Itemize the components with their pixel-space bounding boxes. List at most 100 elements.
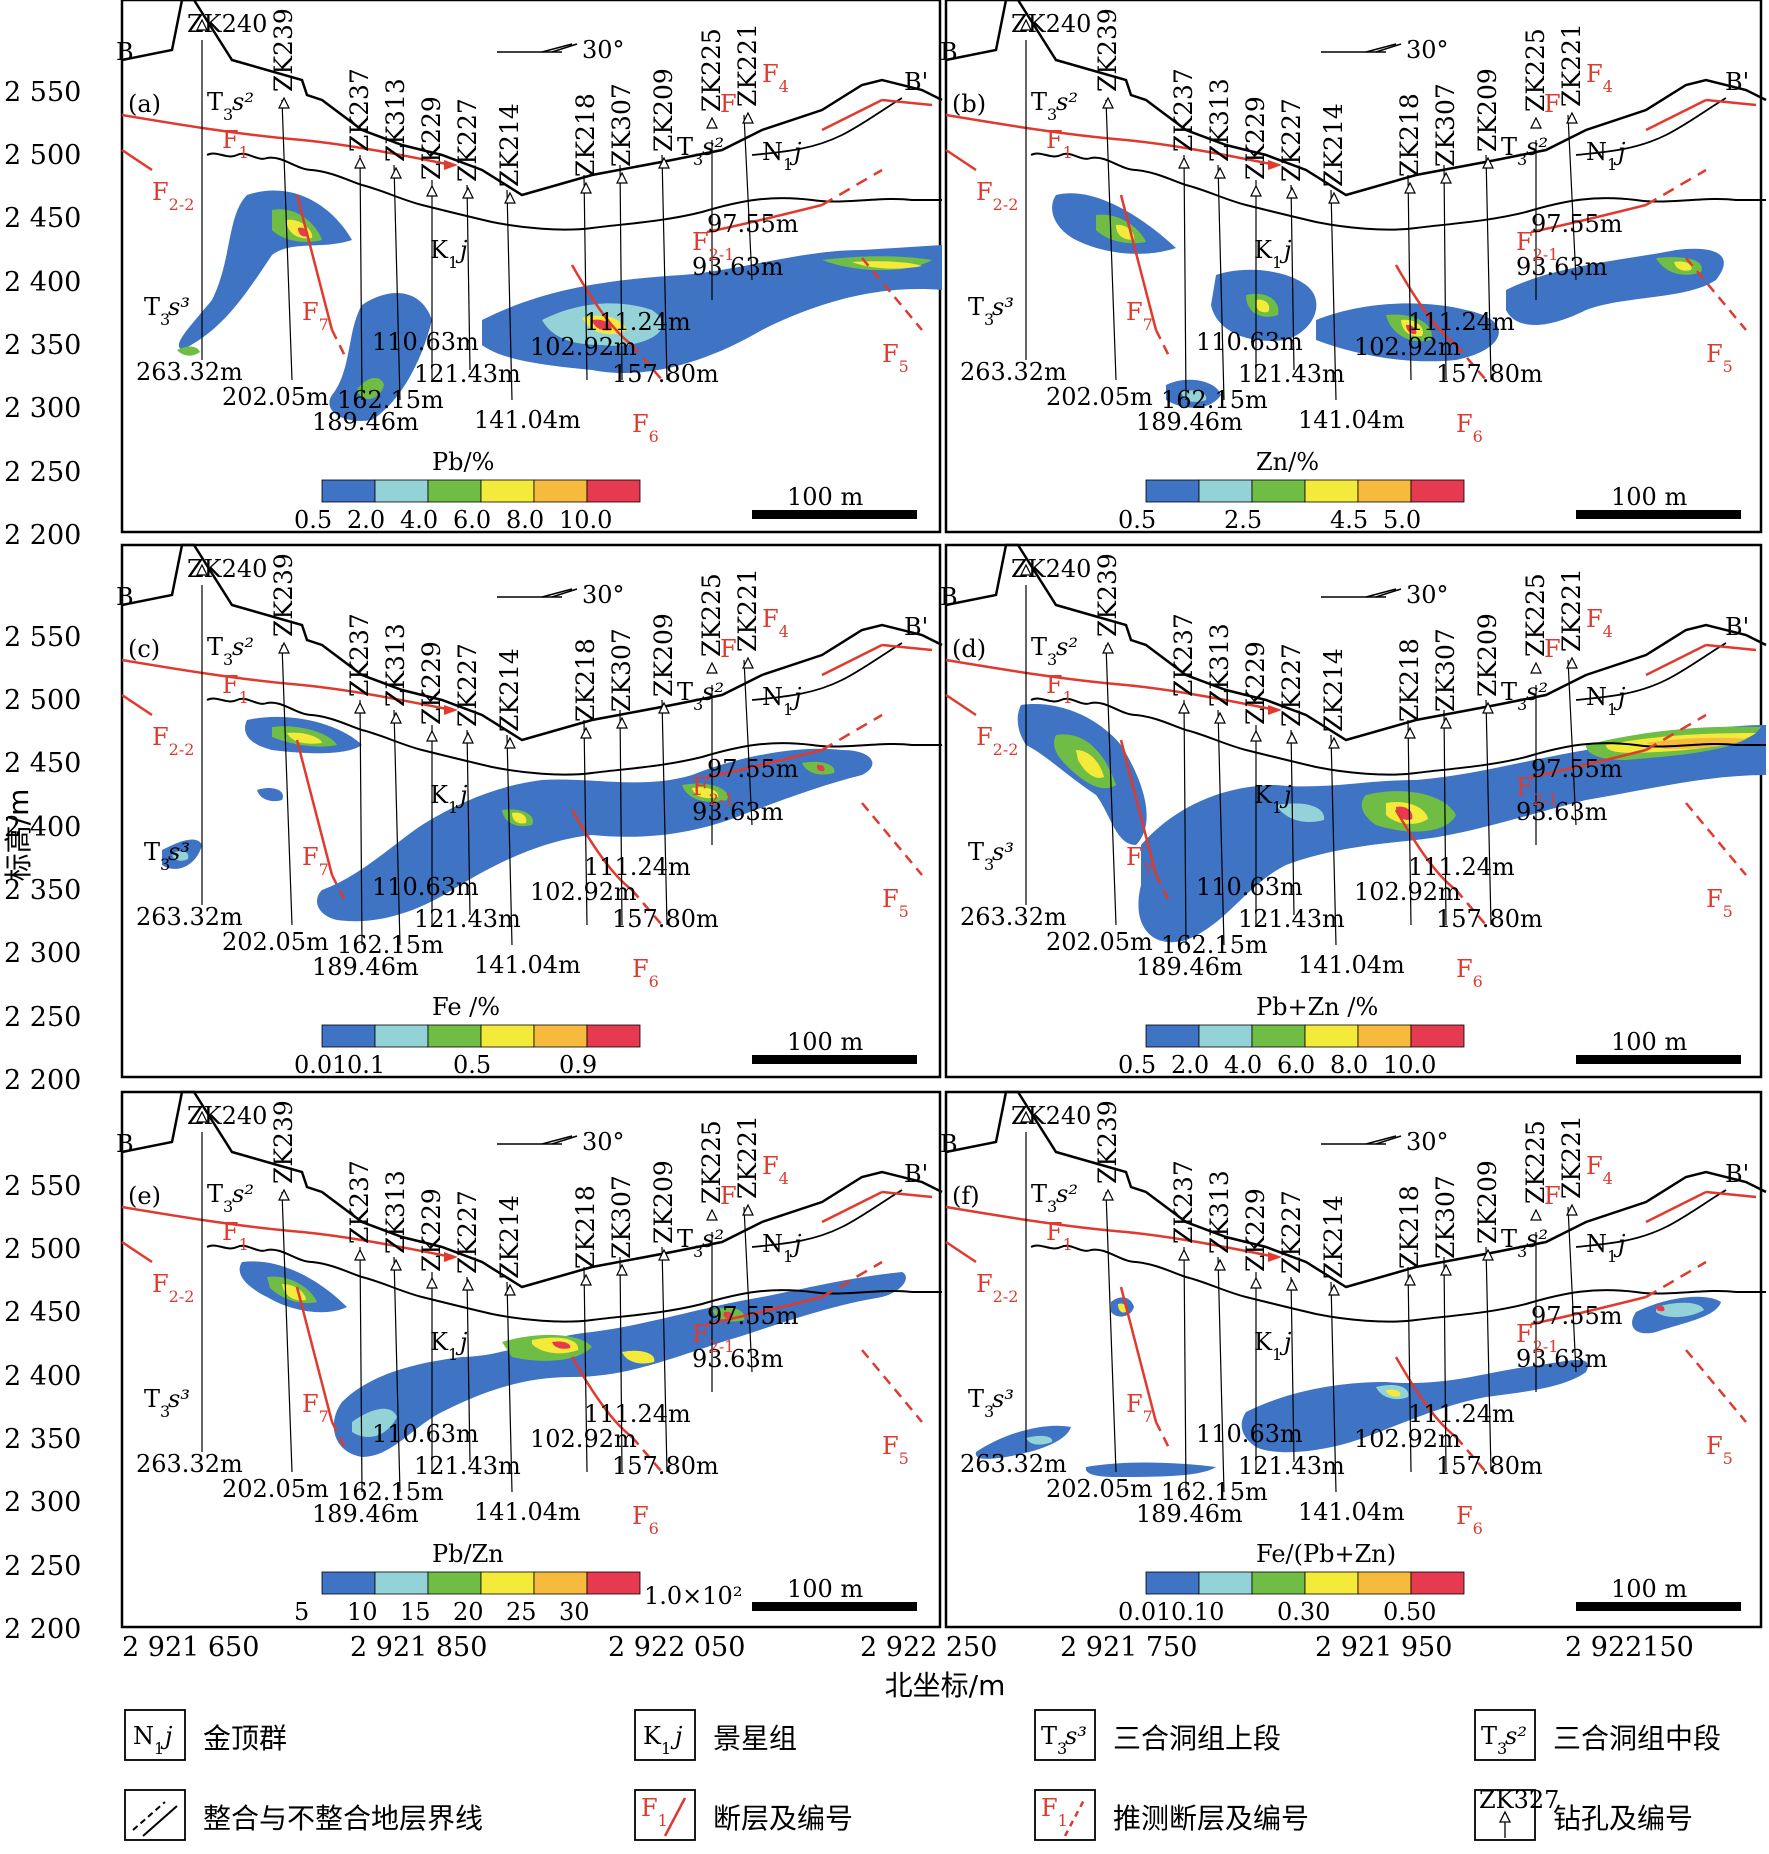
stratum-label: N1 bbox=[762, 138, 793, 174]
svg-text:s²: s² bbox=[1505, 1722, 1527, 1750]
ore-contour-5 bbox=[1255, 299, 1270, 313]
x-axis-title: 北坐标/m bbox=[885, 1669, 1006, 1702]
borehole-symbol bbox=[426, 729, 438, 742]
y-tick-label: 2 450 bbox=[4, 203, 81, 234]
borehole-label: ZK214 bbox=[1319, 1195, 1348, 1279]
legend-swatch bbox=[1251, 1571, 1306, 1595]
x-tick-label: 2 922 250 bbox=[860, 1632, 997, 1663]
scale-label: 100 m bbox=[1611, 1028, 1687, 1056]
borehole-label: ZK209 bbox=[649, 68, 678, 152]
borehole-label: ZK225 bbox=[697, 1120, 726, 1204]
borehole-label: ZK307 bbox=[607, 628, 636, 712]
stratum-label: s² bbox=[232, 1180, 254, 1208]
y-tick-label: 2 500 bbox=[4, 685, 81, 716]
legend-swatch bbox=[533, 1024, 588, 1048]
section-end-right: B' bbox=[904, 613, 928, 641]
borehole-symbol bbox=[1566, 111, 1578, 124]
borehole-symbol bbox=[1482, 701, 1494, 714]
y-tick-label: 2 550 bbox=[4, 622, 81, 653]
depth-label: 111.24m bbox=[1408, 853, 1515, 881]
key-item: N1 j 金顶群 bbox=[124, 1709, 287, 1761]
fault-label: F5 bbox=[1706, 340, 1733, 376]
inferred-fault-key-icon: F1 bbox=[1041, 1794, 1068, 1830]
legend-title: Pb/% bbox=[432, 448, 494, 476]
legend-swatch bbox=[374, 479, 429, 503]
borehole-symbol bbox=[1214, 166, 1226, 179]
depth-label: 162.15m bbox=[337, 386, 444, 414]
ore-contour-10 bbox=[1655, 1305, 1665, 1312]
depth-label: 97.55m bbox=[1531, 210, 1623, 238]
stratum-label: T3 bbox=[968, 293, 994, 329]
y-tick-label: 2 350 bbox=[4, 875, 81, 906]
section-end-left: B bbox=[116, 583, 134, 611]
depth-label: 189.46m bbox=[312, 408, 419, 436]
borehole-label: ZK229 bbox=[417, 1188, 446, 1272]
scale-bar: 100 m bbox=[752, 483, 917, 519]
ore-contour-3 bbox=[333, 1272, 906, 1457]
y-tick-label: 2 250 bbox=[4, 457, 81, 488]
stratum-label: s³ bbox=[992, 1385, 1014, 1413]
scale-label: 100 m bbox=[1611, 483, 1687, 511]
borehole-label: ZK313 bbox=[1205, 1170, 1234, 1254]
panel-f: (f) B B' 30° ZK240 ZK239 ZK237 ZK313 ZK229 ZK227 Z… bbox=[940, 1090, 1768, 1629]
depth-label: 102.92m bbox=[1354, 878, 1461, 906]
borehole-symbol bbox=[580, 1273, 592, 1286]
stratum-label: T3 bbox=[677, 678, 703, 714]
borehole-label: ZK239 bbox=[269, 553, 298, 637]
legend-tick: 0.01 bbox=[294, 1051, 347, 1079]
fault-label: F6 bbox=[1456, 410, 1483, 446]
depth-label: 93.63m bbox=[692, 1345, 784, 1373]
legend-swatch bbox=[1198, 479, 1253, 503]
borehole-label: ZK240 bbox=[187, 1102, 267, 1130]
legend-swatch bbox=[1357, 479, 1412, 503]
legend-swatch bbox=[321, 479, 376, 503]
depth-label: 110.63m bbox=[372, 873, 479, 901]
ore-contour-8 bbox=[512, 812, 527, 824]
color-legend: Fe/(Pb+Zn) 0.01 0.10 0.30 0.50 bbox=[1118, 1540, 1465, 1626]
borehole-label: ZK229 bbox=[417, 641, 446, 725]
depth-label: 121.43m bbox=[414, 360, 521, 388]
fault-key-icon: F1 bbox=[641, 1794, 668, 1830]
scale-bar-line bbox=[752, 510, 917, 519]
legend-tick: 0.50 bbox=[1383, 1598, 1436, 1626]
legend-tick: 10 bbox=[347, 1598, 378, 1626]
y-tick-label: 2 500 bbox=[4, 140, 81, 171]
stratum-label: N1 bbox=[1586, 138, 1617, 174]
borehole-label: ZK237 bbox=[1169, 68, 1198, 152]
scale-bar: 100 m bbox=[752, 1028, 917, 1064]
depth-label: 263.32m bbox=[136, 358, 243, 386]
panel-a: (a) B B' 30° ZK240 ZK239 ZK237 ZK313 ZK229 ZK227 Z… bbox=[116, 0, 944, 534]
legend-title: Fe /% bbox=[432, 993, 500, 1021]
borehole-label: ZK307 bbox=[607, 83, 636, 167]
borehole-symbol bbox=[1178, 1248, 1190, 1261]
legend-tick: 5.0 bbox=[1383, 506, 1421, 534]
legend-swatch bbox=[374, 1024, 429, 1048]
stratum-label: T3 bbox=[207, 1180, 233, 1216]
borehole-label: ZK225 bbox=[1521, 573, 1550, 657]
key-label: 断层及编号 bbox=[713, 1802, 853, 1835]
legend-tick: 2.0 bbox=[347, 506, 385, 534]
borehole-label: ZK229 bbox=[1241, 96, 1270, 180]
depth-label: 157.80m bbox=[1436, 360, 1543, 388]
borehole-label: ZK225 bbox=[1521, 28, 1550, 112]
key-symbol: T3 bbox=[1481, 1722, 1507, 1758]
borehole-symbol bbox=[658, 1248, 670, 1261]
legend-title: Pb/Zn bbox=[432, 1540, 504, 1568]
legend-swatch bbox=[480, 1571, 535, 1595]
scale-bar: 100 m bbox=[752, 1575, 917, 1611]
legend-tick: 0.5 bbox=[294, 506, 332, 534]
legend-title: Zn/% bbox=[1256, 448, 1319, 476]
ore-contour-2 bbox=[1076, 750, 1104, 778]
y-tick-label: 2 400 bbox=[4, 267, 81, 298]
borehole-symbol bbox=[580, 181, 592, 194]
fault-label: F6 bbox=[632, 410, 659, 446]
fault-label: F6 bbox=[632, 955, 659, 991]
stratum-label: K1 bbox=[1254, 1328, 1282, 1364]
borehole-label: ZK227 bbox=[1277, 643, 1306, 727]
borehole-label: ZK239 bbox=[269, 8, 298, 92]
key-symbol: K1 bbox=[643, 1722, 671, 1758]
stratum-label: s³ bbox=[168, 293, 190, 321]
depth-label: 93.63m bbox=[1516, 1345, 1608, 1373]
legend-swatch bbox=[1410, 1571, 1465, 1595]
